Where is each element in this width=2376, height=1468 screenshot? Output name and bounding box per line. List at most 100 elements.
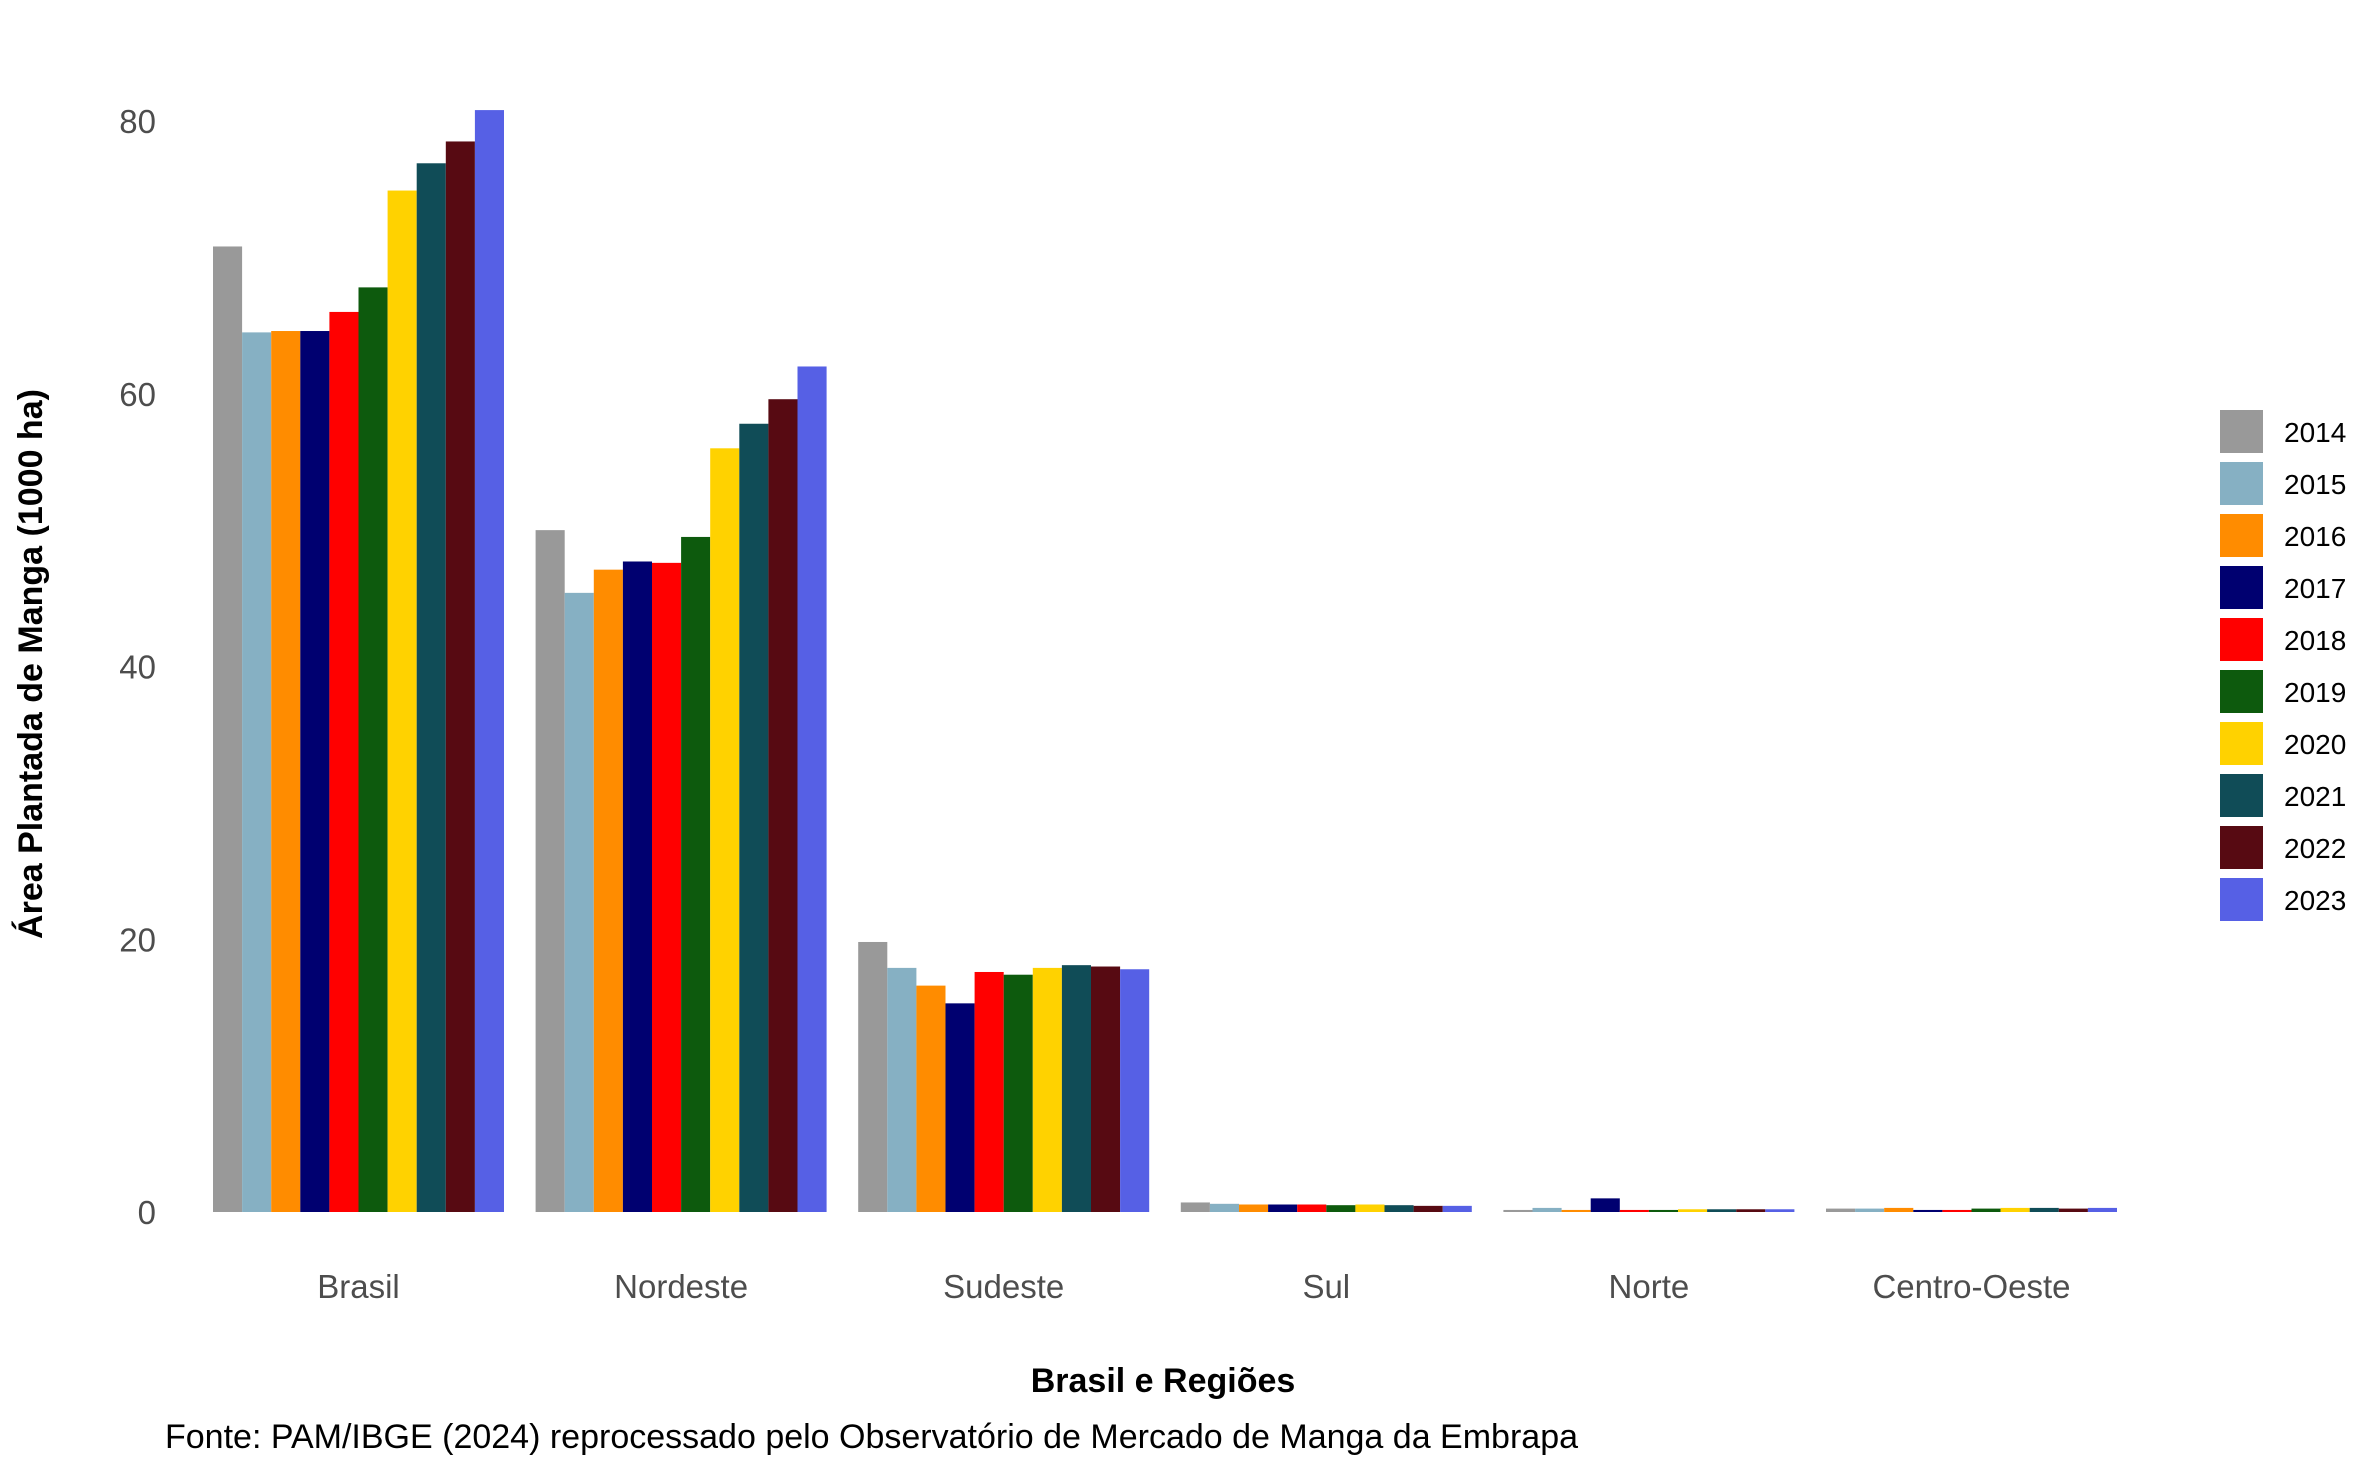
bar-sul-2020 (1355, 1204, 1385, 1212)
bar-sudeste-2014 (858, 941, 888, 1212)
legend-swatch (2220, 670, 2263, 713)
bar-centro-oeste-2022 (2058, 1208, 2088, 1212)
legend-swatch (2220, 826, 2263, 869)
bar-sul-2022 (1413, 1205, 1443, 1212)
bar-sudeste-2022 (1091, 966, 1121, 1212)
legend-swatch (2220, 410, 2263, 453)
bar-nordeste-2014 (535, 530, 565, 1213)
bar-centro-oeste-2017 (1913, 1209, 1943, 1212)
source-caption: Fonte: PAM/IBGE (2024) reprocessado pelo… (165, 1418, 1578, 1456)
legend-label: 2023 (2284, 885, 2346, 916)
bar-norte-2014 (1503, 1209, 1533, 1212)
bar-group-nordeste (535, 366, 827, 1213)
legend-label: 2021 (2284, 781, 2346, 812)
x-tick-label: Norte (1609, 1268, 1690, 1305)
bar-sul-2021 (1384, 1205, 1414, 1212)
bars (213, 110, 2117, 1213)
bar-sudeste-2018 (974, 971, 1004, 1212)
bar-sul-2015 (1209, 1203, 1239, 1212)
bar-norte-2021 (1707, 1209, 1737, 1212)
legend-item-2022: 2022 (2220, 826, 2346, 869)
bar-sudeste-2015 (887, 967, 917, 1212)
bar-brasil-2020 (387, 190, 417, 1213)
bar-brasil-2018 (329, 311, 359, 1212)
bar-sul-2018 (1297, 1204, 1327, 1212)
y-tick-label: 20 (119, 921, 156, 958)
bar-group-norte (1503, 1198, 1795, 1212)
bar-brasil-2019 (358, 287, 388, 1212)
bar-centro-oeste-2020 (2000, 1207, 2030, 1212)
legend-label: 2016 (2284, 521, 2346, 552)
bar-group-centro-oeste (1826, 1207, 2117, 1212)
legend-label: 2019 (2284, 677, 2346, 708)
bar-norte-2018 (1619, 1209, 1649, 1212)
bar-norte-2020 (1678, 1209, 1708, 1212)
x-tick-label: Brasil (317, 1268, 400, 1305)
bar-nordeste-2019 (681, 536, 711, 1212)
bar-centro-oeste-2015 (1855, 1208, 1885, 1212)
legend-item-2014: 2014 (2220, 410, 2346, 453)
x-axis-ticks: Brasil Nordeste Sudeste Sul Norte Centro-Oest… (317, 1268, 2070, 1305)
plot-area: 0 20 40 60 80 Brasil Nordeste Sudeste Sul Norte C… (119, 103, 2117, 1305)
bar-nordeste-2015 (564, 592, 594, 1212)
bar-sul-2016 (1239, 1204, 1269, 1212)
legend-label: 2015 (2284, 469, 2346, 500)
bar-brasil-2017 (300, 331, 330, 1212)
y-tick-label: 80 (119, 103, 156, 140)
bar-sul-2019 (1326, 1205, 1356, 1212)
legend-item-2015: 2015 (2220, 462, 2346, 505)
bar-nordeste-2020 (710, 448, 740, 1212)
legend-swatch (2220, 514, 2263, 557)
legend-label: 2014 (2284, 417, 2346, 448)
bar-group-sudeste (858, 941, 1150, 1212)
legend-item-2019: 2019 (2220, 670, 2346, 713)
bar-nordeste-2017 (622, 561, 652, 1212)
legend-label: 2020 (2284, 729, 2346, 760)
legend-swatch (2220, 462, 2263, 505)
bar-norte-2019 (1648, 1209, 1678, 1212)
y-axis-ticks: 0 20 40 60 80 (119, 103, 156, 1231)
bar-nordeste-2016 (593, 569, 623, 1212)
legend-label: 2022 (2284, 833, 2346, 864)
legend-item-2017: 2017 (2220, 566, 2346, 609)
bar-sudeste-2019 (1003, 974, 1033, 1212)
legend-label: 2017 (2284, 573, 2346, 604)
y-axis-title: Área Plantada de Manga (1000 ha) (12, 389, 50, 939)
bar-brasil-2014 (213, 246, 243, 1213)
legend-swatch (2220, 722, 2263, 765)
y-tick-label: 0 (138, 1194, 156, 1231)
x-axis-title: Brasil e Regiões (1031, 1362, 1296, 1400)
bar-centro-oeste-2016 (1884, 1207, 1914, 1212)
bar-sul-2023 (1442, 1205, 1472, 1212)
legend-item-2020: 2020 (2220, 722, 2346, 765)
x-tick-label: Nordeste (614, 1268, 748, 1305)
bar-sudeste-2021 (1061, 965, 1091, 1212)
bar-brasil-2015 (242, 332, 272, 1212)
bar-sudeste-2023 (1120, 969, 1150, 1212)
bar-nordeste-2022 (768, 399, 798, 1213)
bar-group-sul (1180, 1202, 1472, 1212)
legend-item-2021: 2021 (2220, 774, 2346, 817)
x-tick-label: Centro-Oeste (1872, 1268, 2070, 1305)
bar-sul-2014 (1180, 1202, 1210, 1212)
legend-swatch (2220, 774, 2263, 817)
y-tick-label: 40 (119, 649, 156, 686)
bar-sudeste-2020 (1032, 967, 1062, 1212)
bar-nordeste-2021 (739, 423, 769, 1212)
bar-norte-2015 (1532, 1207, 1562, 1212)
x-tick-label: Sul (1302, 1268, 1350, 1305)
legend-item-2016: 2016 (2220, 514, 2346, 557)
bar-centro-oeste-2023 (2087, 1207, 2117, 1212)
legend-swatch (2220, 566, 2263, 609)
bar-norte-2016 (1561, 1209, 1591, 1212)
bar-norte-2022 (1736, 1209, 1766, 1212)
bar-centro-oeste-2021 (2029, 1207, 2059, 1212)
bar-centro-oeste-2019 (1971, 1208, 2001, 1212)
bar-norte-2017 (1590, 1198, 1620, 1212)
bar-sudeste-2016 (916, 985, 946, 1212)
legend-item-2018: 2018 (2220, 618, 2346, 661)
bar-nordeste-2018 (652, 562, 682, 1212)
bar-brasil-2016 (271, 331, 301, 1212)
legend-item-2023: 2023 (2220, 878, 2346, 921)
